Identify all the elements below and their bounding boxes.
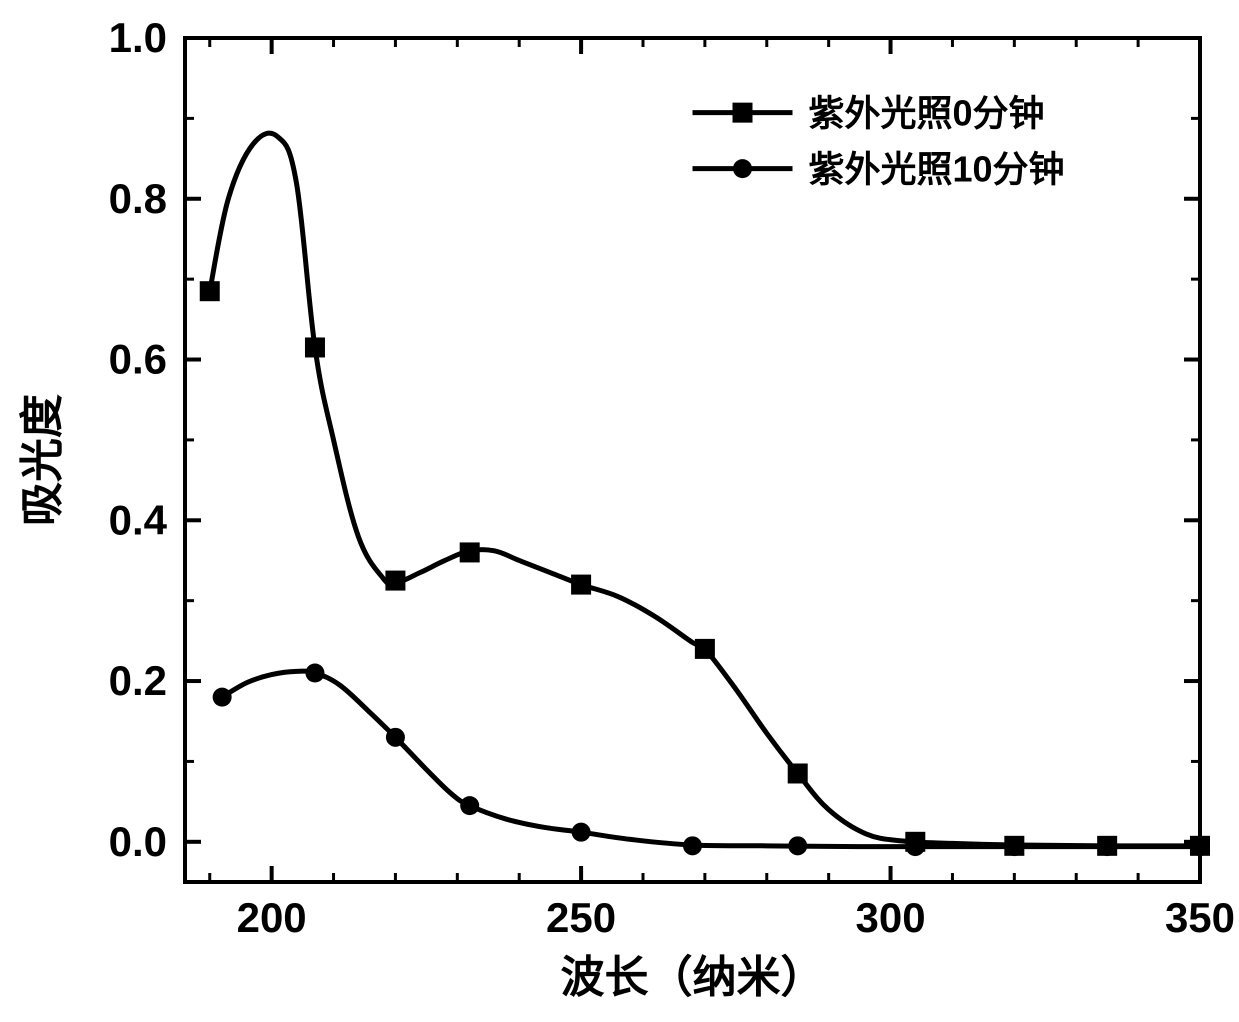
series-line-uv10: [222, 671, 1200, 847]
series-marker-uv0: [200, 281, 220, 301]
legend-label-uv10: 紫外光照10分钟: [809, 149, 1065, 190]
series-marker-uv10: [1005, 837, 1024, 856]
chart-svg: 200 250 300 350 0.0 0.2 0.4 0.6 0.8 1.0 波长（纳米） 吸光度 紫…: [0, 0, 1239, 1022]
series-marker-uv10: [683, 836, 702, 855]
series-marker-uv10: [460, 796, 479, 815]
chart-container: 200 250 300 350 0.0 0.2 0.4 0.6 0.8 1.0 波长（纳米） 吸光度 紫…: [0, 0, 1239, 1022]
series-marker-uv10: [1098, 837, 1117, 856]
y-tick-label: 0.4: [109, 496, 168, 543]
x-tick-label: 200: [237, 894, 307, 941]
series-marker-uv10: [788, 836, 807, 855]
series-marker-uv0: [385, 571, 405, 591]
y-tick-label: 0.2: [109, 657, 167, 704]
series-marker-uv10: [906, 837, 925, 856]
series-marker-uv0: [788, 763, 808, 783]
legend-marker-uv0: [733, 103, 753, 123]
series-marker-uv0: [460, 542, 480, 562]
y-tick-label: 0.6: [109, 336, 167, 383]
legend-label-uv0: 紫外光照0分钟: [809, 93, 1045, 134]
y-axis-title: 吸光度: [18, 394, 67, 526]
series-marker-uv0: [695, 639, 715, 659]
series-marker-uv10: [1191, 837, 1210, 856]
x-axis-title: 波长（纳米）: [561, 953, 825, 1002]
series-marker-uv10: [572, 823, 591, 842]
series-marker-uv0: [305, 337, 325, 357]
x-tick-label: 250: [546, 894, 616, 941]
x-tick-label: 300: [856, 894, 926, 941]
series-marker-uv0: [571, 575, 591, 595]
y-tick-label: 0.8: [109, 175, 167, 222]
series-line-uv0: [210, 133, 1200, 846]
series-marker-uv10: [386, 728, 405, 747]
y-tick-label: 0.0: [109, 818, 167, 865]
x-tick-label: 350: [1165, 894, 1235, 941]
series-marker-uv10: [213, 688, 232, 707]
series-marker-uv10: [305, 664, 324, 683]
legend-marker-uv10: [733, 159, 752, 178]
y-tick-label: 1.0: [109, 14, 167, 61]
